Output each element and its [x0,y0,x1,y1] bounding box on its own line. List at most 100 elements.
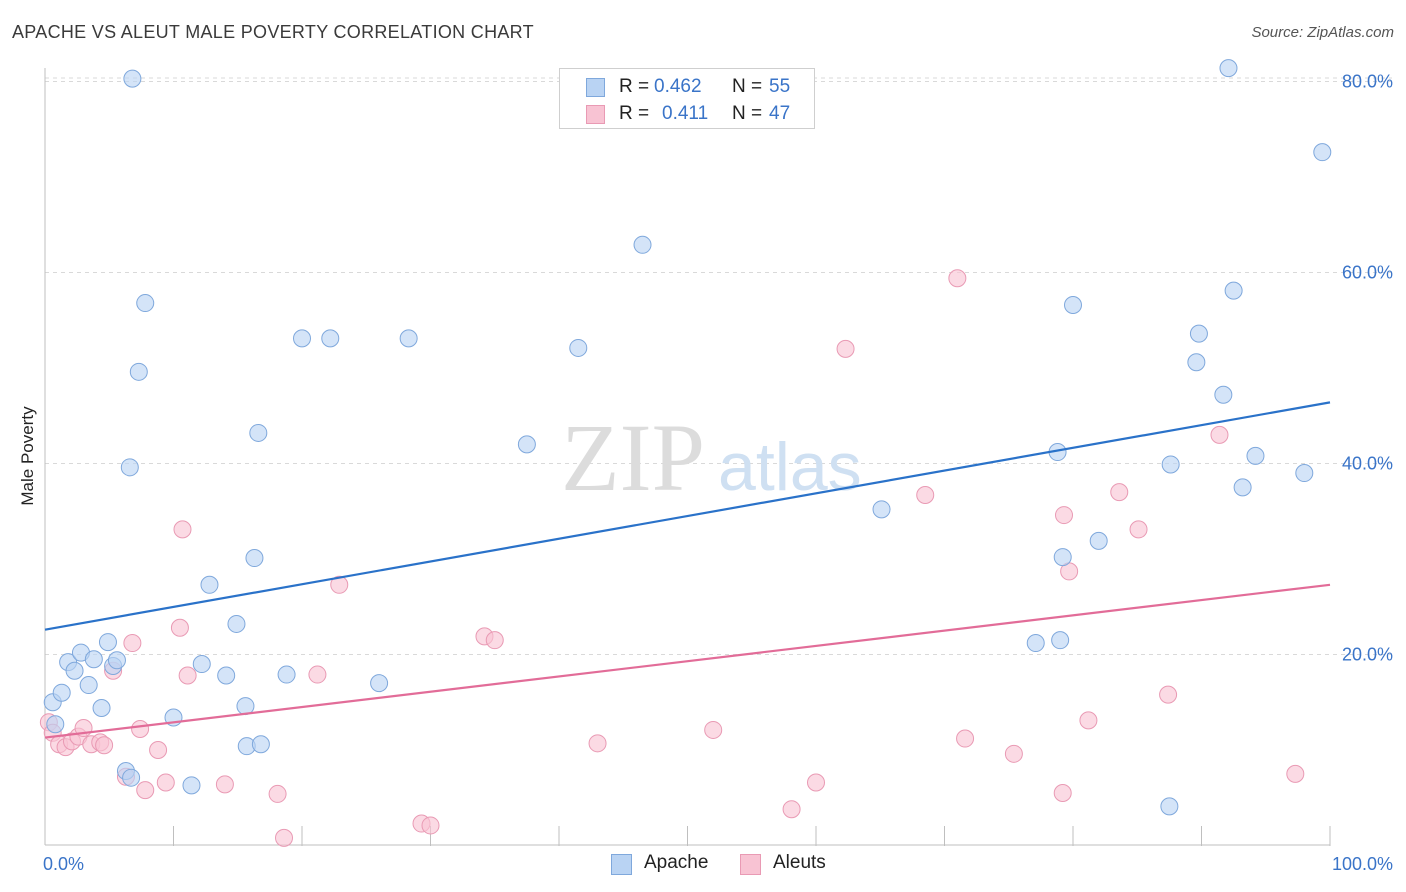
apache-point [1295,464,1314,483]
aleuts-point [136,781,155,800]
aleuts-point [275,828,294,847]
aleuts-point [916,486,935,505]
aleuts-point [588,734,607,753]
aleuts-point [948,269,967,288]
aleuts-point [1210,425,1229,444]
aleuts-point [1079,711,1098,730]
aleuts-point [95,736,114,755]
aleuts-point [215,775,234,794]
aleuts-point [178,666,197,685]
apache-point [84,650,103,669]
apache-point [136,294,155,313]
aleuts-point [123,634,142,653]
apache-point [92,698,111,717]
aleuts-point [149,741,168,759]
apache-point [52,683,71,702]
apache-legend-label: Apache [644,852,709,873]
aleuts-point [421,816,440,835]
apache-point [123,69,142,88]
apache-point [277,665,296,684]
aleuts-point [308,665,327,684]
aleuts-point [1053,783,1072,802]
apache-point [79,676,98,695]
aleuts-point [170,618,189,637]
aleuts-legend-label: Aleuts [773,852,826,873]
apache-point [1246,446,1265,465]
aleuts-r-label: R = [619,103,650,124]
apache-point [399,329,418,348]
apache-point [200,575,219,594]
apache-point [293,329,311,348]
y-tick-label: 20.0% [1342,645,1393,665]
apache-point [249,423,268,442]
apache-point [107,651,126,670]
aleuts-point [836,339,855,358]
aleuts-point [131,719,150,738]
apache-n-value: 55 [769,76,791,97]
apache-point [569,338,588,357]
apache-n-label: N = [732,76,763,97]
apache-point [370,674,389,693]
apache-trend-line [44,401,1331,631]
x-tick-label: 100.0% [1332,854,1393,874]
y-tick-label: 40.0% [1342,454,1393,474]
aleuts-point [173,520,192,539]
aleuts-legend-swatch [740,854,761,875]
apache-point [517,435,536,454]
aleuts-point [704,720,723,739]
apache-point [1161,455,1180,474]
aleuts-point [485,631,504,650]
apache-point [217,666,236,685]
chart-title: APACHE VS ALEUT MALE POVERTY CORRELATION… [12,22,534,42]
aleuts-n-label: N = [732,103,763,124]
apache-r-label: R = [619,76,650,97]
apache-point [129,362,148,381]
apache-point [1089,531,1108,550]
apache-point [120,458,139,477]
apache-point [1189,324,1208,343]
aleuts-trend-line [44,583,1331,739]
y-axis-label: Male Poverty [18,406,37,506]
apache-point [1064,295,1082,314]
watermark-atlas: atlas [718,429,862,505]
aleuts-point [156,773,175,792]
apache-point [251,735,270,754]
apache-point [65,661,84,680]
aleuts-n-value: 47 [769,103,791,124]
y-tick-label: 60.0% [1342,263,1393,283]
apache-point [245,549,264,568]
apache-point [633,235,652,254]
apache-point [1160,797,1179,816]
apache-point [1051,631,1070,650]
apache-point [1313,143,1332,162]
source-note: Source: ZipAtlas.com [1251,24,1394,41]
apache-point [192,655,211,674]
aleuts-point [1129,520,1148,539]
aleuts-point [1159,685,1178,704]
apache-point [1053,548,1072,567]
apache-legend-swatch [611,854,632,875]
apache-point [1026,634,1045,653]
aleuts-swatch [586,105,605,124]
aleuts-r-value: 0.411 [662,103,709,124]
apache-point [1219,59,1238,78]
aleuts-point [1004,744,1023,763]
y-tick-label: 80.0% [1342,72,1393,92]
apache-point [1214,385,1233,404]
correlation-legend: R = 0.462 N = 55 R = 0.411 N = 47 [559,68,815,129]
apache-point [872,500,891,519]
apache-r-value: 0.462 [654,76,702,97]
apache-point [1187,353,1206,372]
apache-point [46,715,65,734]
aleuts-point [1110,483,1129,502]
apache-point [182,776,201,795]
apache-point [321,329,340,348]
aleuts-point [1055,506,1074,525]
watermark-zip: ZIP [561,404,705,511]
aleuts-point [782,800,801,819]
apache-point [98,633,117,652]
apache-point [122,768,141,787]
aleuts-point [807,773,825,792]
x-tick-label: 0.0% [43,854,84,874]
